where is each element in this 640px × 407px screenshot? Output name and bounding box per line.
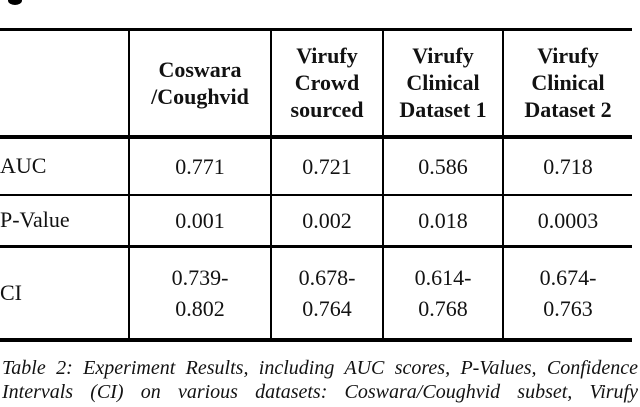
corner-cell <box>0 30 129 137</box>
table-row-auc: AUC 0.771 0.721 0.586 0.718 <box>0 136 632 195</box>
cell-pvalue-crowdsourced: 0.002 <box>270 194 383 247</box>
table-caption: Table 2: Experiment Results, including A… <box>2 356 638 404</box>
cell-auc-crowdsourced: 0.721 <box>270 136 383 195</box>
cell-ci-coswara: 0.739- 0.802 <box>128 246 271 340</box>
cell-pvalue-clinical-2: 0.0003 <box>502 194 632 247</box>
header-row: Coswara /Coughvid Virufy Crowd sourced V… <box>0 29 632 137</box>
row-label-auc: AUC <box>0 153 47 178</box>
column-header-virufy-clinical-2: Virufy Clinical Dataset 2 <box>502 29 632 137</box>
cell-auc-clinical-1: 0.586 <box>382 136 503 195</box>
table-row-ci: CI 0.739- 0.802 0.678- 0.764 0.614- 0.76… <box>0 246 632 340</box>
column-header-coswara-coughvid: Coswara /Coughvid <box>128 29 271 137</box>
caption-line-1: Table 2: Experiment Results, including A… <box>2 357 638 379</box>
row-label-pvalue: P-Value <box>0 207 70 233</box>
cell-auc-coswara: 0.771 <box>128 136 271 195</box>
cell-ci-crowdsourced: 0.678- 0.764 <box>270 246 383 340</box>
results-table: Coswara /Coughvid Virufy Crowd sourced V… <box>0 28 632 342</box>
cell-pvalue-coswara: 0.001 <box>128 194 271 247</box>
cropped-text-artifact <box>8 0 22 5</box>
caption-line-2: Intervals (CI) on various datasets: Cosw… <box>2 381 638 403</box>
row-label-ci: CI <box>0 279 22 305</box>
cell-ci-clinical-2: 0.674- 0.763 <box>502 246 632 340</box>
cell-auc-clinical-2: 0.718 <box>502 136 632 195</box>
cell-pvalue-clinical-1: 0.018 <box>382 194 503 247</box>
column-header-virufy-crowdsourced: Virufy Crowd sourced <box>270 29 383 137</box>
cell-ci-clinical-1: 0.614- 0.768 <box>382 246 503 340</box>
column-header-virufy-clinical-1: Virufy Clinical Dataset 1 <box>382 29 503 137</box>
table-row-pvalue: P-Value 0.001 0.002 0.018 0.0003 <box>0 194 632 247</box>
